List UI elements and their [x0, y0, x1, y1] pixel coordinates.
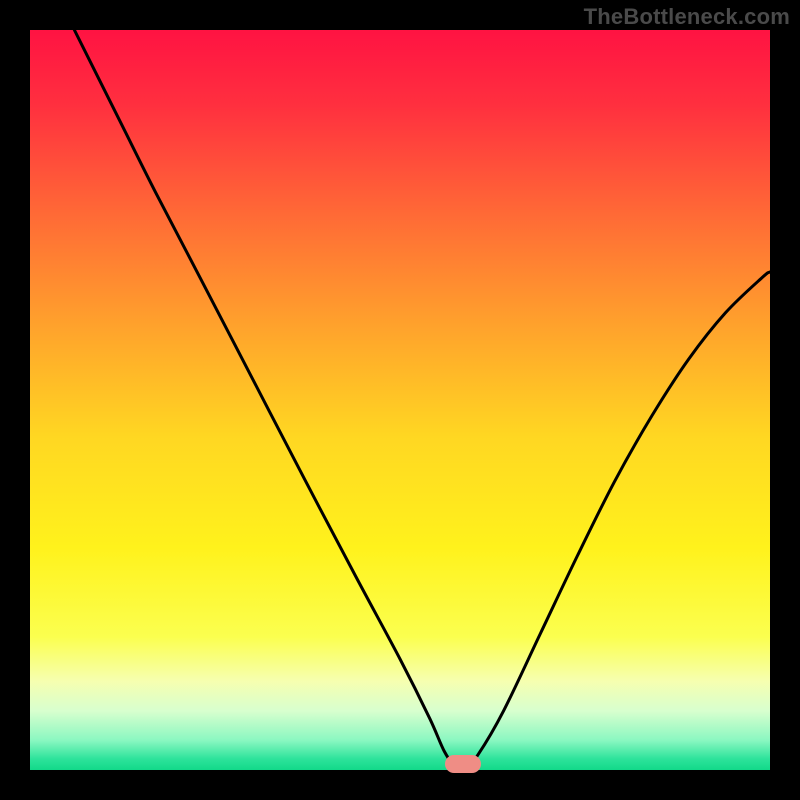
chart-frame: TheBottleneck.com: [0, 0, 800, 800]
plot-svg: [30, 30, 770, 770]
plot-area: [30, 30, 770, 770]
watermark-text: TheBottleneck.com: [584, 4, 790, 30]
minimum-marker: [445, 755, 481, 773]
